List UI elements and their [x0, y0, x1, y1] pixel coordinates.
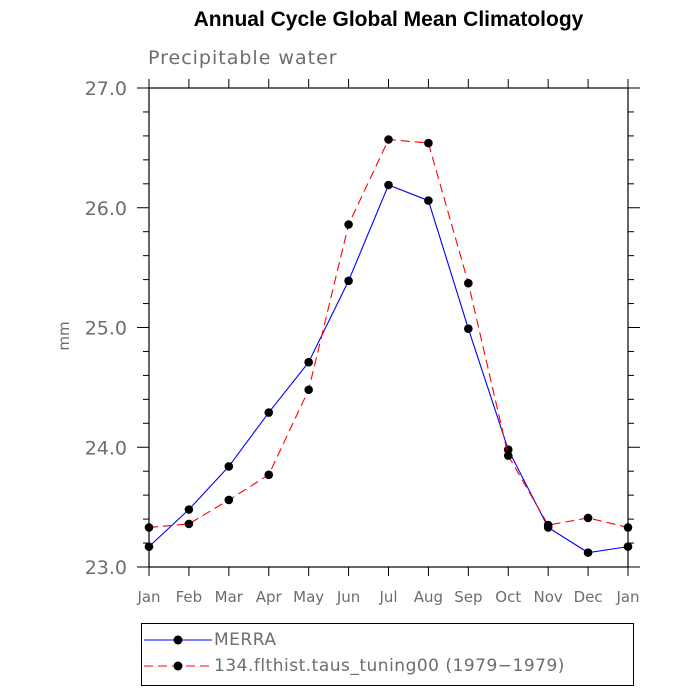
data-point-0	[424, 196, 433, 205]
tick-labels: Jan Feb Mar Apr May Jun Jul Aug Sep Oct Nov Dec Jan 2…	[85, 78, 640, 606]
data-point-1	[224, 495, 234, 505]
data-point-1	[583, 513, 593, 523]
y-tick-label: 24.0	[85, 437, 127, 459]
data-point-0	[264, 408, 274, 417]
data-point-1	[184, 519, 194, 529]
x-tick-label: Jul	[378, 588, 397, 606]
series-line-0	[148, 184, 629, 554]
data-point-1	[144, 523, 154, 532]
x-tick-label: Feb	[176, 588, 203, 606]
data-point-1	[623, 523, 633, 532]
data-point-1	[304, 385, 313, 395]
legend-swatch-0	[144, 635, 212, 645]
legend-label-1: 134.flthist.taus_tuning00 (1979−1979)	[214, 656, 565, 676]
x-tick-label: Nov	[534, 588, 563, 606]
data-point-1	[543, 520, 553, 530]
plot-frame	[148, 87, 629, 568]
x-tick-label: Jan	[615, 588, 639, 606]
y-axis-label: mm	[55, 321, 73, 350]
legend-label-0: MERRA	[214, 630, 277, 650]
legend-item-0: MERRA	[142, 627, 276, 653]
data-point-0	[144, 542, 154, 551]
x-tick-label: Aug	[414, 588, 443, 606]
series-line-1	[148, 138, 629, 529]
series-0	[144, 180, 633, 557]
y-tick-label: 23.0	[85, 557, 127, 579]
data-point-0	[224, 462, 234, 471]
x-tick-label: Dec	[574, 588, 603, 606]
legend-swatch-1	[144, 661, 212, 671]
data-point-1	[503, 451, 513, 460]
x-tick-label: Jan	[136, 588, 160, 606]
data-point-0	[184, 505, 194, 514]
x-tick-label: Oct	[495, 588, 521, 606]
x-tick-label: Jun	[336, 588, 360, 606]
data-point-0	[583, 548, 593, 557]
y-tick-label: 27.0	[85, 78, 127, 100]
x-tick-label: Apr	[256, 588, 283, 606]
chart-subtitle: Precipitable water	[148, 47, 338, 69]
legend: MERRA 134.flthist.taus_tuning00 (1979−19…	[141, 623, 634, 686]
x-tick-label: Sep	[454, 588, 482, 606]
y-tick-label: 26.0	[85, 198, 127, 220]
data-point-0	[623, 542, 633, 551]
legend-item-1: 134.flthist.taus_tuning00 (1979−1979)	[142, 653, 565, 679]
data-point-1	[344, 220, 353, 229]
x-tick-label: May	[293, 588, 324, 606]
chart-title: Annual Cycle Global Mean Climatology	[193, 8, 584, 31]
y-tick-label: 25.0	[85, 318, 127, 340]
axis-ticks	[137, 79, 640, 576]
data-point-1	[384, 135, 393, 144]
data-point-1	[424, 138, 433, 148]
series-layer	[144, 135, 633, 557]
x-tick-label: Mar	[215, 588, 244, 606]
data-point-0	[304, 357, 313, 367]
data-point-1	[264, 470, 274, 480]
data-point-0	[464, 324, 473, 333]
data-point-0	[384, 180, 393, 190]
data-point-0	[344, 276, 353, 286]
series-1	[144, 135, 633, 532]
data-point-1	[464, 278, 473, 288]
